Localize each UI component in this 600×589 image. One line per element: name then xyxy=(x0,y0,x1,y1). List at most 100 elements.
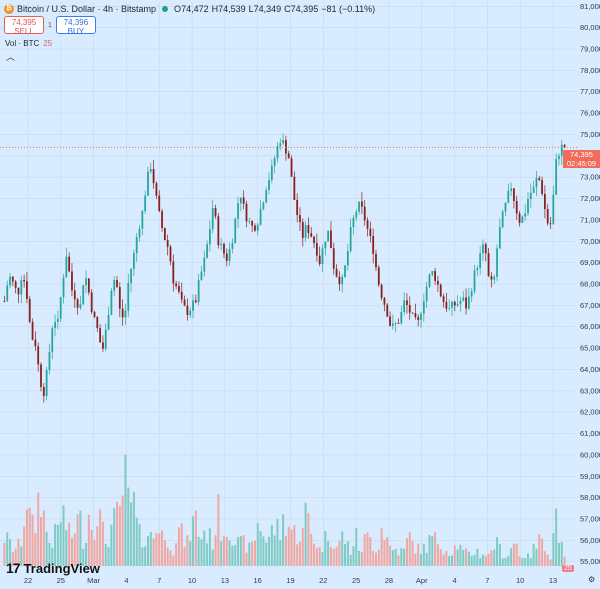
candle-body xyxy=(397,323,400,324)
candle-body xyxy=(163,227,166,240)
candle-body xyxy=(372,235,375,254)
volume-bar xyxy=(93,539,96,566)
last-price-tag: 74,395 02:45:09 xyxy=(563,150,600,168)
candle-body xyxy=(251,221,254,226)
volume-bar xyxy=(484,556,487,566)
volume-bar xyxy=(329,547,332,566)
candle-body xyxy=(178,285,180,292)
candle-body xyxy=(330,230,332,249)
tradingview-logo[interactable]: 17 TradingView xyxy=(6,560,100,576)
candle-body xyxy=(555,159,558,195)
volume-badge: 25 xyxy=(562,565,574,572)
volume-bar xyxy=(563,556,566,566)
buy-button[interactable]: 74,396 BUY xyxy=(55,16,96,36)
volume-bar xyxy=(501,558,504,566)
volume-label: Vol · BTC xyxy=(5,39,40,48)
price-tick-label: 55,000 xyxy=(580,557,600,566)
volume-bar xyxy=(169,550,172,566)
candle-body xyxy=(456,304,459,306)
volume-bar xyxy=(434,532,437,566)
candle-body xyxy=(6,285,9,302)
price-tick-label: 79,000 xyxy=(580,45,600,54)
volume-bar xyxy=(268,536,271,566)
candle-body xyxy=(307,225,310,234)
candle-body xyxy=(9,276,11,286)
candles[interactable] xyxy=(3,133,566,403)
volume-bar xyxy=(408,532,411,566)
volume-bar xyxy=(23,526,26,566)
volume-bar xyxy=(428,535,431,566)
sell-button[interactable]: 74,395 SELL xyxy=(4,16,44,36)
candle-body xyxy=(34,339,37,347)
price-change: −81 (−0.11%) xyxy=(321,4,376,14)
volume-bar xyxy=(366,532,369,566)
sell-price: 74,395 xyxy=(11,18,37,27)
candle-body xyxy=(285,140,287,154)
symbol-legend[interactable]: ₿ Bitcoin / U.S. Dollar · 4h · Bitstamp … xyxy=(4,4,375,14)
price-tick-label: 61,000 xyxy=(580,429,600,438)
candle-body xyxy=(211,208,214,230)
volume-bar xyxy=(194,510,197,566)
volume-bar xyxy=(521,557,524,566)
volume-bar xyxy=(552,533,555,566)
volume-bar xyxy=(459,544,462,566)
volume-bar xyxy=(284,535,287,566)
volume-legend[interactable]: Vol · BTC 25 xyxy=(5,39,52,48)
candle-body xyxy=(192,300,194,311)
candle-body xyxy=(321,248,324,264)
volume-bar xyxy=(526,553,529,566)
candle-body xyxy=(26,281,28,299)
volume-bar xyxy=(208,528,211,566)
volume-bar xyxy=(85,542,88,566)
candle-body xyxy=(121,308,124,318)
candle-body xyxy=(256,224,259,231)
candle-body xyxy=(403,300,406,312)
candle-body xyxy=(206,244,208,258)
candle-body xyxy=(194,300,197,303)
candle-body xyxy=(406,300,408,305)
candle-body xyxy=(85,278,87,286)
candle-body xyxy=(11,276,14,282)
settings-icon[interactable]: ⚙ xyxy=(588,575,596,584)
volume-bar xyxy=(310,533,313,566)
volume-bar xyxy=(183,546,186,566)
symbol-title[interactable]: Bitcoin / U.S. Dollar · 4h · Bitstamp xyxy=(17,4,157,14)
price-axis[interactable]: 81,000 80,000 79,000 78,000 77,000 76,000 75,0… xyxy=(580,2,600,566)
candle-body xyxy=(431,270,434,275)
candle-body xyxy=(293,176,296,200)
candle-body xyxy=(524,213,527,217)
volume-bar xyxy=(541,538,544,566)
candle-body xyxy=(437,280,439,285)
time-tick-label: 13 xyxy=(221,576,229,585)
candle-body xyxy=(268,180,270,190)
volume-bar xyxy=(127,487,130,566)
candle-body xyxy=(135,237,138,254)
volume-bar xyxy=(335,546,338,566)
volume-bar xyxy=(383,539,386,566)
candle-body xyxy=(352,217,355,228)
candle-body xyxy=(51,328,54,352)
chevron-up-icon[interactable]: ︿ xyxy=(6,52,16,62)
candle-body xyxy=(501,211,504,228)
candle-body xyxy=(369,228,372,236)
volume-bar xyxy=(259,531,262,566)
time-axis[interactable]: 22 25 Mar 4 7 10 13 16 19 22 25 28 Apr 4 7 10 13 xyxy=(24,576,557,585)
volume-bar xyxy=(9,539,12,566)
volume-bar xyxy=(301,528,304,566)
candle-body xyxy=(234,218,237,243)
volume-bar xyxy=(293,525,296,566)
volume-bar xyxy=(487,553,490,566)
candle-body xyxy=(223,243,225,254)
volume-bar xyxy=(389,545,392,566)
volume-bar xyxy=(177,527,180,566)
candle-body xyxy=(214,208,217,217)
volume-bar xyxy=(467,551,470,566)
candle-body xyxy=(132,253,135,269)
candle-body xyxy=(220,243,223,246)
volume-bar xyxy=(377,549,380,566)
volume-bar xyxy=(144,546,147,566)
price-tick-label: 75,000 xyxy=(580,130,600,139)
volume-bar xyxy=(346,541,349,566)
volume-bar xyxy=(318,546,321,566)
